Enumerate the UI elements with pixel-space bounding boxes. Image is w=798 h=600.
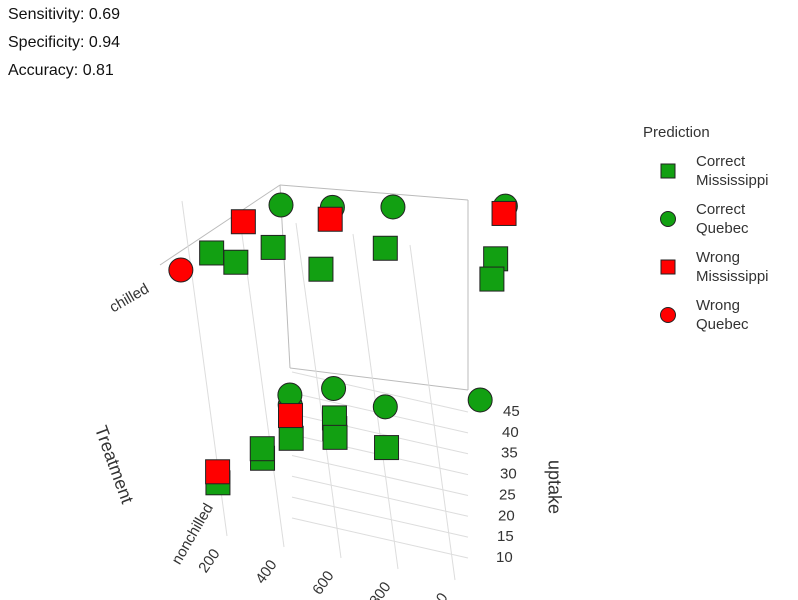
legend-swatch [660,259,676,275]
z-tick-label: 40 [502,424,519,441]
z-tick-label: 15 [497,528,514,545]
marker [372,394,398,420]
z-tick-label: 25 [499,486,516,503]
marker [199,240,225,266]
marker [230,209,256,235]
marker [479,266,505,292]
marker [467,387,493,413]
grid-line [291,475,469,517]
box-edge [279,184,469,201]
legend-marker [660,259,676,275]
grid-line [295,222,342,559]
annotation: Accuracy: 0.81 [8,62,114,79]
y-axis-title: Treatment [91,423,138,506]
legend-marker [660,163,676,179]
x-tick-label: 200 [195,546,223,576]
x-tick-label: 800 [366,579,394,600]
z-axis-title: uptake [544,460,564,514]
grid-line [409,244,456,581]
marker [372,235,398,261]
marker [322,424,348,450]
grid-line [291,413,469,455]
marker [223,249,249,275]
z-tick-label: 45 [503,403,520,420]
marker [260,234,286,260]
marker [168,257,194,283]
legend-item[interactable]: Wrong Quebec [643,293,798,341]
box-edge [289,367,469,391]
annotation: Sensitivity: 0.69 [8,6,121,23]
marker [205,459,231,485]
legend-title: Prediction [643,124,710,141]
marker [321,376,347,402]
legend-swatch [660,163,676,179]
annotation: Specificity: 0.94 [8,34,121,51]
legend-item[interactable]: Wrong Mississippi [643,245,798,293]
x-tick-label: 600 [309,568,337,598]
marker [308,256,334,282]
z-tick-label: 35 [501,445,518,462]
legend: Prediction Correct Mississippi Correct Qu… [643,124,798,341]
marker [491,200,517,226]
z-tick-label: 20 [498,507,515,524]
grid-line [291,371,469,413]
grid-line [291,517,469,559]
marker [374,435,400,461]
marker [268,192,294,218]
x-tick-label: 1000 [418,590,451,600]
legend-swatch [660,307,676,323]
marker [380,194,406,220]
legend-swatch [660,211,676,227]
legend-label: Correct Mississippi [696,153,769,189]
legend-label: Correct Quebec [696,201,749,237]
y-tick-label: chilled [107,280,152,316]
legend-item[interactable]: Correct Mississippi [643,149,798,197]
legend-label: Wrong Quebec [696,297,749,333]
marker [249,436,275,462]
legend-label: Wrong Mississippi [696,249,769,285]
marker [278,403,304,429]
marker [278,425,304,451]
z-tick-label: 10 [496,549,513,566]
x-tick-label: 400 [252,557,280,587]
marker [317,206,343,232]
grid-line [291,454,469,496]
z-tick-label: 30 [500,466,517,483]
legend-item[interactable]: Correct Quebec [643,197,798,245]
grid-line [291,496,469,538]
markers [168,192,518,496]
box-edge [159,184,281,266]
legend-marker [660,211,676,227]
legend-marker [660,307,676,323]
